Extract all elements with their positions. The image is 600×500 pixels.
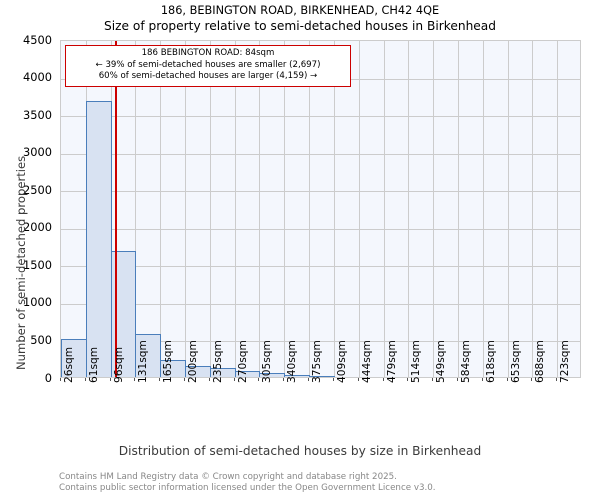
x-axis-tick-label: 688sqm: [534, 340, 546, 383]
annotation-line-3: 60% of semi-detached houses are larger (…: [98, 71, 318, 81]
x-axis-tick-label: 96sqm: [113, 346, 125, 383]
gridline-vertical: [557, 41, 558, 377]
x-axis-tick-label: 305sqm: [261, 340, 273, 383]
x-axis-tick-label: 618sqm: [485, 340, 497, 383]
x-axis-tick-label: 270sqm: [237, 340, 249, 383]
x-axis-tick-label: 61sqm: [88, 346, 100, 383]
x-axis-tick-label: 165sqm: [162, 340, 174, 383]
gridline-vertical: [259, 41, 260, 377]
x-axis-title: Distribution of semi-detached houses by …: [118, 444, 482, 458]
gridline-vertical: [135, 41, 136, 377]
x-axis-tick-label: 444sqm: [361, 340, 373, 383]
histogram-bar: [86, 101, 112, 377]
x-axis-tick-label: 235sqm: [212, 340, 224, 383]
x-axis-tick-label: 409sqm: [336, 340, 348, 383]
x-axis-tick-mark: [85, 378, 86, 381]
gridline-horizontal: [61, 266, 580, 268]
gridline-horizontal: [61, 341, 580, 343]
y-axis-tick-label: 3500: [23, 107, 52, 122]
x-axis-tick-mark: [531, 378, 532, 381]
x-axis-tick-mark: [110, 378, 111, 381]
gridline-vertical: [334, 41, 335, 377]
x-axis-tick-mark: [159, 378, 160, 381]
x-axis-tick-label: 653sqm: [510, 340, 522, 383]
annotation-line-1: 186 BEBINGTON ROAD: 84sqm: [141, 48, 275, 58]
gridline-vertical: [532, 41, 533, 377]
gridline-horizontal: [61, 116, 580, 118]
gridline-vertical: [235, 41, 236, 377]
y-axis-tick-label: 4500: [23, 32, 52, 47]
x-axis-tick-mark: [482, 378, 483, 381]
x-axis-tick-mark: [556, 378, 557, 381]
x-axis-tick-mark: [283, 378, 284, 381]
gridline-vertical: [359, 41, 360, 377]
x-axis-tick-mark: [184, 378, 185, 381]
footer-line-1: Contains HM Land Registry data © Crown c…: [59, 472, 397, 482]
gridline-vertical: [458, 41, 459, 377]
x-axis-tick-label: 26sqm: [63, 346, 75, 383]
gridline-vertical: [508, 41, 509, 377]
x-axis-tick-label: 340sqm: [286, 340, 298, 383]
x-axis-tick-mark: [258, 378, 259, 381]
x-axis-tick-label: 549sqm: [435, 340, 447, 383]
x-axis-tick-label: 375sqm: [311, 340, 323, 383]
x-axis-tick-mark: [333, 378, 334, 381]
chart-subtitle: Size of property relative to semi-detach…: [103, 19, 497, 33]
annotation-line-2: ← 39% of semi-detached houses are smalle…: [95, 59, 321, 70]
x-axis-tick-mark: [457, 378, 458, 381]
x-axis-tick-mark: [60, 378, 61, 381]
gridline-vertical: [408, 41, 409, 377]
x-axis-tick-label: 514sqm: [410, 340, 422, 383]
x-axis-tick-label: 479sqm: [386, 340, 398, 383]
property-annotation-box: 186 BEBINGTON ROAD: 84sqm ← 39% of semi-…: [65, 45, 351, 87]
y-axis-tick-label: 4000: [23, 70, 52, 85]
x-axis-tick-label: 200sqm: [187, 340, 199, 383]
x-axis-tick-mark: [383, 378, 384, 381]
footer-line-2: Contains public sector information licen…: [59, 482, 436, 493]
y-axis-tick-label: 0: [44, 370, 52, 385]
gridline-vertical: [210, 41, 211, 377]
histogram-bar: [135, 334, 161, 377]
x-axis-tick-mark: [432, 378, 433, 381]
gridline-vertical: [483, 41, 484, 377]
plot-area: [60, 40, 581, 378]
gridline-horizontal: [61, 303, 580, 305]
x-axis-tick-label: 584sqm: [460, 340, 472, 383]
gridline-vertical: [309, 41, 310, 377]
gridline-horizontal: [61, 191, 580, 193]
attribution-footer: Contains HM Land Registry data © Crown c…: [59, 472, 436, 493]
gridline-vertical: [384, 41, 385, 377]
x-axis-tick-mark: [234, 378, 235, 381]
x-axis-tick-mark: [407, 378, 408, 381]
page-title: 186, BEBINGTON ROAD, BIRKENHEAD, CH42 4Q…: [160, 4, 440, 17]
gridline-vertical: [433, 41, 434, 377]
y-axis-title: Number of semi-detached properties: [14, 155, 28, 370]
gridline-vertical: [160, 41, 161, 377]
x-axis-tick-mark: [358, 378, 359, 381]
x-axis-tick-label: 723sqm: [559, 340, 571, 383]
gridline-vertical: [185, 41, 186, 377]
x-axis-tick-label: 131sqm: [137, 340, 149, 383]
x-axis-tick-mark: [507, 378, 508, 381]
gridline-vertical: [284, 41, 285, 377]
histogram-bar: [309, 375, 335, 377]
property-size-marker-line: [114, 41, 117, 377]
gridline-horizontal: [61, 153, 580, 155]
x-axis-tick-mark: [308, 378, 309, 381]
gridline-horizontal: [61, 228, 580, 230]
chart-title-block: 186, BEBINGTON ROAD, BIRKENHEAD, CH42 4Q…: [0, 3, 600, 35]
x-axis-tick-mark: [209, 378, 210, 381]
x-axis-tick-mark: [134, 378, 135, 381]
